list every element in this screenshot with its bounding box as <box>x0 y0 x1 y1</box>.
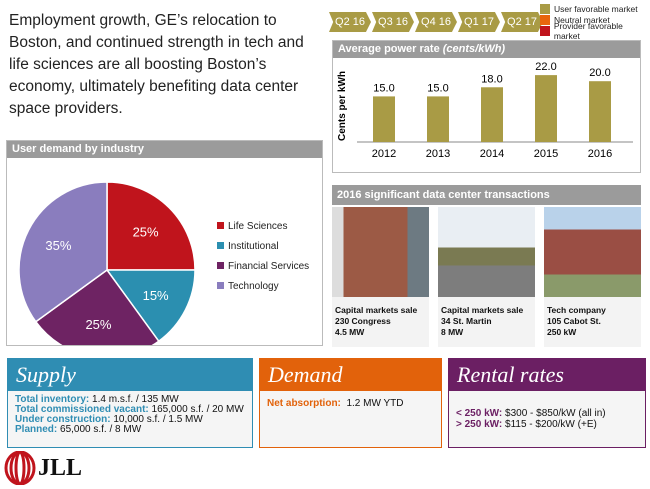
pie-slice <box>34 268 160 345</box>
jll-logo: JLL <box>4 451 82 485</box>
bar-value-label: 22.0 <box>535 61 556 73</box>
transaction-address: 34 St. Martin <box>441 316 492 326</box>
legend-label: Provider favorable market <box>553 20 623 41</box>
market-legend: User favorable market Neutral market Pro… <box>540 3 650 41</box>
rental-title: Rental rates <box>449 359 645 391</box>
rental-box: Rental rates < 250 kW: $300 - $850/kW (a… <box>448 358 646 448</box>
y-axis-label: Cents per kWh <box>337 71 348 141</box>
bar-value-label: 15.0 <box>427 82 448 94</box>
x-tick-label: 2015 <box>534 148 558 160</box>
bar-title-main: Average power rate <box>338 43 443 55</box>
x-tick-label: 2013 <box>426 148 450 160</box>
transaction-card: Capital markets sale 34 St. Martin 8 MW <box>438 207 535 347</box>
supply-value: 165,000 s.f. / 20 MW <box>148 404 244 415</box>
supply-title: Supply <box>8 359 252 391</box>
building-photo <box>438 207 535 297</box>
legend-swatch <box>217 222 224 229</box>
pie-label: 25% <box>85 317 111 332</box>
pie-slice <box>18 181 108 323</box>
legend-label: Technology <box>228 281 279 292</box>
bar <box>589 81 611 142</box>
rental-value: $115 - $200/kW (+E) <box>502 419 597 430</box>
bar <box>373 96 395 142</box>
bar-chart: Cents per kWh 15.0 2012 15.0 2013 18.0 2014 22.… <box>337 61 633 160</box>
bar <box>427 96 449 142</box>
pie-label: 25% <box>133 224 159 239</box>
legend-label: Life Sciences <box>228 221 287 232</box>
bar-title: Average power rate (cents/kWh) <box>333 41 640 58</box>
legend-item: Provider favorable market <box>540 21 650 41</box>
supply-label: Planned: <box>15 424 58 435</box>
demand-value: 1.2 MW YTD <box>340 398 404 409</box>
legend-swatch <box>217 262 224 269</box>
transaction-size: 250 kW <box>547 327 577 337</box>
logo-mark-icon <box>4 451 36 485</box>
transaction-address: 105 Cabot St. <box>547 316 601 326</box>
legend-swatch <box>217 242 224 249</box>
rental-value: $300 - $850/kW (all in) <box>502 408 606 419</box>
legend-label: Financial Services <box>228 261 309 272</box>
quarter-chip: Q3 16 <box>372 12 414 32</box>
pie-slice <box>105 269 196 343</box>
quarter-chip: Q1 17 <box>458 12 500 32</box>
transaction-size: 8 MW <box>441 327 464 337</box>
transaction-type: Capital markets sale <box>335 305 418 315</box>
pie-panel: User demand by industry 25% Life Sciences… <box>6 140 323 346</box>
demand-box: Demand Net absorption: 1.2 MW YTD <box>259 358 442 448</box>
x-tick-label: 2014 <box>480 148 504 160</box>
bar-value-label: 20.0 <box>589 67 610 79</box>
quarter-chip: Q2 17 <box>501 12 543 32</box>
transaction-card: Tech company 105 Cabot St. 250 kW <box>544 207 641 347</box>
legend-label: User favorable market <box>554 3 638 14</box>
transactions-panel: 2016 significant data center transaction… <box>332 185 641 348</box>
quarter-chip: Q4 16 <box>415 12 457 32</box>
legend-item: Neutral market <box>540 14 650 25</box>
pie-title: User demand by industry <box>7 141 322 158</box>
supply-value: 10,000 s.f. / 1.5 MW <box>110 414 203 425</box>
supply-label: Total commissioned vacant: <box>15 404 149 415</box>
intro-text: Employment growth, GE’s relocation to Bo… <box>9 12 304 117</box>
transaction-address: 230 Congress <box>335 316 391 326</box>
bar-title-unit: (cents/kWh) <box>442 43 506 55</box>
bar-value-label: 18.0 <box>481 73 502 85</box>
transactions-title: 2016 significant data center transaction… <box>332 185 641 205</box>
bar <box>481 87 503 142</box>
quarter-timeline: Q2 16 Q3 16 Q4 16 Q1 17 Q2 17 <box>329 12 544 32</box>
bar <box>535 75 557 142</box>
rental-label: > 250 kW: <box>456 419 503 430</box>
logo-text: JLL <box>38 454 83 481</box>
transaction-card: Capital markets sale 230 Congress 4.5 MW <box>332 207 429 347</box>
legend-label: Neutral market <box>554 14 610 25</box>
supply-value: 65,000 s.f. / 8 MW <box>57 424 142 435</box>
transaction-type: Tech company <box>547 305 606 315</box>
pie-slice <box>106 181 196 271</box>
building-photo <box>544 207 641 297</box>
pie-chart: 25% Life Sciences 15% Institutional 25% Finan… <box>18 181 309 345</box>
demand-label: Net absorption: <box>267 398 341 409</box>
transaction-size: 4.5 MW <box>335 327 365 337</box>
pie-label: 15% <box>143 288 169 303</box>
bar-value-label: 15.0 <box>373 82 394 94</box>
x-tick-label: 2016 <box>588 148 612 160</box>
legend-item: User favorable market <box>540 3 650 14</box>
supply-box: Supply Total inventory: 1.4 m.s.f. / 135… <box>7 358 253 448</box>
supply-label: Total inventory: <box>15 394 90 405</box>
quarter-chip: Q2 16 <box>329 12 371 32</box>
building-photo <box>332 207 429 297</box>
power-rate-panel: Average power rate (cents/kWh) Cents per… <box>332 40 641 173</box>
supply-value: 1.4 m.s.f. / 135 MW <box>89 394 179 405</box>
supply-label: Under construction: <box>15 414 111 425</box>
pie-label: 35% <box>45 238 71 253</box>
x-tick-label: 2012 <box>372 148 396 160</box>
rental-label: < 250 kW: <box>456 408 503 419</box>
legend-swatch <box>217 282 224 289</box>
legend-label: Institutional <box>228 241 279 252</box>
transaction-type: Capital markets sale <box>441 305 524 315</box>
demand-title: Demand <box>260 359 441 391</box>
